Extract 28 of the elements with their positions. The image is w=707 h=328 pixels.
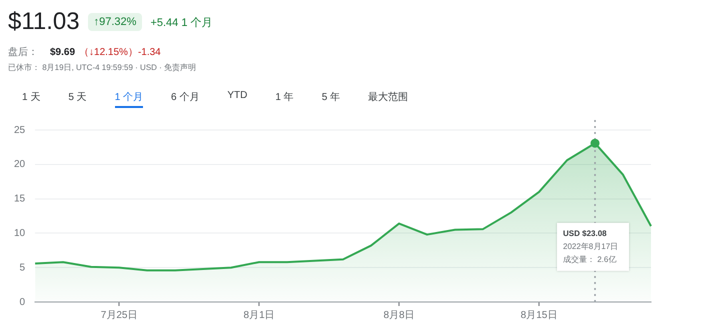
text: +5.44 1 个月 [150,16,213,30]
text: 已休市： 8月19日, UTC-4 19:59:59 · USD · 免责声明 [8,62,196,73]
text: 6 个月 [171,91,200,105]
y-tick-label: 15 [14,194,26,205]
annotation: 2022年8月17日 [563,242,618,251]
text: ↑97.32% [88,13,142,31]
annotation: 成交量： 2.6亿 [563,254,616,264]
text: 5 天 [68,91,87,105]
y-tick-label: 25 [14,124,26,136]
text: 1 个月 [114,90,144,108]
y-tick-label: 5 [20,262,26,274]
text: $9.69 [50,47,76,58]
annotation: USD $23.08 [563,228,608,238]
x-tick-label: 7月25日 [100,310,138,321]
text: 1 年 [275,91,294,105]
text: 盘后： [8,46,38,59]
y-tick-label: 0 [20,296,26,308]
text: 最大范围 [368,90,408,105]
text: YTD [227,90,248,103]
y-tick-label: 20 [14,159,26,170]
y-tick-label: 10 [14,228,26,239]
text: 1 天 [22,91,40,105]
x-tick-label: 8月8日 [383,310,415,321]
x-tick-label: 8月15日 [520,310,558,321]
x-tick-label: 8月1日 [244,310,275,321]
text: （↓12.15%）-1.34 [79,47,161,58]
text: 5 年 [322,91,340,105]
chart-title: $11.03 [8,8,80,36]
